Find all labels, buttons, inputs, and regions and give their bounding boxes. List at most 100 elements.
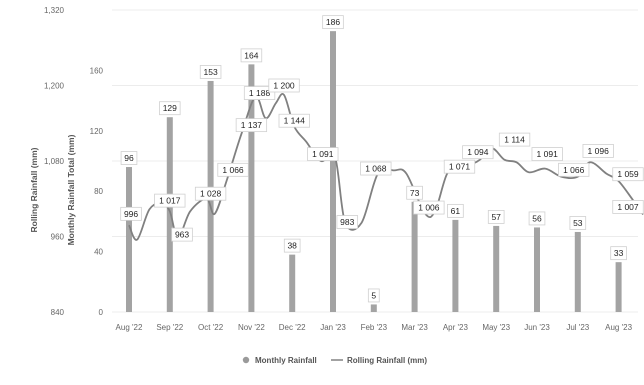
x-tick-label: Dec '22 — [279, 323, 306, 332]
line-label-text: 1 006 — [418, 203, 440, 213]
y-left-axis-title: Rolling Rainfall (mm) — [29, 147, 39, 232]
bar-label: 33 — [610, 246, 627, 261]
line-label-text: 1 096 — [588, 146, 610, 156]
line-label-box — [171, 227, 193, 242]
legend-bar-label: Monthly Rainfall — [255, 356, 317, 365]
x-tick-label: Aug '22 — [116, 323, 143, 332]
line-label-box — [194, 186, 227, 201]
y-right-tick-label: 120 — [90, 127, 104, 136]
line-label: 1 200 — [268, 78, 300, 93]
line-label-text: 1 071 — [449, 162, 471, 172]
x-tick-label: Apr '23 — [443, 323, 469, 332]
bar-label-box — [322, 15, 344, 30]
bar-label: 96 — [120, 151, 138, 165]
bar-label: 186 — [322, 15, 344, 30]
line-label-box — [154, 193, 186, 208]
line-label: 1 091 — [531, 147, 563, 161]
line-label-text: 1 068 — [365, 164, 387, 174]
line-label: 1 091 — [307, 147, 339, 161]
line-label: 1 007 — [612, 200, 644, 214]
bar — [411, 201, 418, 312]
legend-line-label: Rolling Rainfall (mm) — [347, 356, 427, 365]
bar-label-box — [569, 216, 587, 230]
line-label: 1 144 — [278, 113, 310, 128]
bar — [330, 31, 336, 312]
line-label-text: 963 — [175, 230, 189, 240]
bar-label-text: 153 — [204, 67, 218, 77]
line-label: 1 068 — [360, 161, 392, 176]
bar-label-text: 61 — [451, 206, 461, 216]
y-left-tick-label: 1,080 — [44, 157, 65, 166]
line-label-text: 1 059 — [617, 169, 639, 179]
bar-label-box — [610, 246, 627, 261]
line-label-box — [582, 144, 614, 158]
y-left-tick-label: 1,200 — [44, 82, 65, 91]
x-tick-label: Jan '23 — [320, 323, 346, 332]
bar-label-text: 53 — [573, 218, 583, 228]
line-label-text: 996 — [124, 209, 138, 219]
line-label-text: 1 094 — [467, 147, 489, 157]
line-label: 983 — [336, 215, 359, 229]
x-tick-label: Feb '23 — [361, 323, 388, 332]
bar-label: 56 — [528, 211, 546, 226]
line-label-text: 1 017 — [159, 196, 181, 206]
x-tick-label: Sep '22 — [156, 323, 183, 332]
x-tick-label: Mar '23 — [401, 323, 428, 332]
bar-label-text: 96 — [124, 153, 134, 163]
bar-label-box — [120, 151, 138, 165]
bar-label-box — [406, 185, 423, 200]
bar-label-text: 38 — [287, 241, 297, 251]
x-tick-label: Nov '22 — [238, 323, 265, 332]
x-axis-ticks: Aug '22 Sep '22 Oct '22 Nov '22 Dec '22 Jan '… — [116, 323, 633, 332]
bar-label-box — [240, 48, 263, 63]
line-label-box — [531, 147, 563, 161]
line-label-text: 1 091 — [537, 149, 559, 159]
bar — [574, 231, 581, 312]
bar — [493, 225, 500, 312]
line-label: 1 017 — [154, 193, 186, 208]
bar — [289, 254, 296, 312]
line-label: 1 066 — [217, 162, 249, 177]
line-label: 963 — [171, 227, 193, 242]
line-label: 1 094 — [462, 145, 494, 160]
bar-label: 164 — [240, 48, 263, 63]
line-label-box — [235, 118, 268, 133]
axis-ticks: 1,320 1,200 1,080 960 840 160 120 80 40 0 — [44, 6, 104, 317]
bar-label-box — [487, 210, 505, 224]
line-label-text: 1 091 — [312, 149, 334, 159]
bar — [534, 227, 540, 312]
y-left-tick-label: 960 — [51, 233, 65, 242]
x-tick-label: Aug '23 — [605, 323, 632, 332]
bar-label: 73 — [406, 185, 423, 200]
bar — [370, 304, 377, 312]
line-label-box — [120, 206, 142, 221]
bar-label-text: 5 — [371, 290, 376, 300]
bar-label-box — [283, 238, 301, 253]
line-label: 1 096 — [582, 144, 614, 158]
bar — [166, 117, 173, 313]
y-right-tick-label: 0 — [99, 308, 104, 317]
bar-label-text: 56 — [532, 213, 542, 223]
line-label-box — [612, 200, 644, 214]
line-label-box — [462, 145, 494, 160]
bar-label-box — [447, 203, 464, 218]
x-tick-label: Jul '23 — [566, 323, 589, 332]
bar-label: 38 — [283, 238, 301, 253]
line-label: 1 114 — [498, 132, 531, 147]
line-label-box — [443, 159, 476, 174]
line-label: 1 028 — [194, 186, 227, 201]
bar-label: 129 — [159, 101, 181, 116]
bar — [452, 219, 459, 312]
y-right-tick-label: 80 — [94, 187, 103, 196]
bar-label: 153 — [199, 65, 222, 79]
line-label-text: 1 200 — [273, 81, 295, 91]
bar-label: 61 — [447, 203, 464, 218]
bar-label-text: 57 — [491, 212, 501, 222]
line-label-text: 983 — [340, 217, 354, 227]
y-right-tick-label: 40 — [94, 248, 103, 257]
line-label: 996 — [120, 206, 142, 221]
y-left-tick-label: 840 — [51, 308, 65, 317]
